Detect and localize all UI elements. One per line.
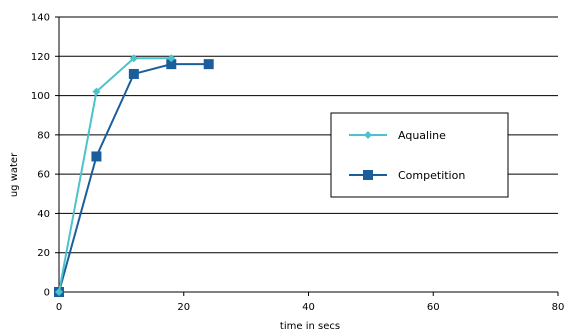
legend-label-competition: Competition	[398, 169, 465, 182]
y-tick-label: 100	[31, 91, 50, 102]
data-point-competition	[128, 68, 139, 79]
y-tick-label: 40	[37, 209, 50, 220]
data-point-aqualine	[129, 54, 138, 63]
y-tick-label: 140	[31, 13, 50, 24]
axes	[55, 16, 559, 296]
legend: Aqualine Competition	[330, 112, 509, 198]
y-tick-label: 80	[37, 130, 50, 141]
x-axis-title: time in secs	[280, 321, 340, 331]
data-point-aqualine	[167, 54, 176, 63]
legend-marker-diamond	[364, 131, 372, 139]
legend-box	[330, 112, 509, 198]
y-tick-labels: 0 20 40 60 80 100 120 140	[31, 13, 50, 299]
legend-item-competition: Competition	[349, 169, 465, 182]
series-line-competition	[58, 63, 209, 293]
y-tick-label: 120	[31, 52, 50, 63]
x-tick-label: 40	[302, 302, 315, 313]
y-tick-label: 60	[37, 170, 50, 181]
x-tick-label: 20	[177, 302, 190, 313]
x-tick-label: 0	[56, 302, 62, 313]
data-point-competition	[166, 59, 177, 70]
x-tick-label: 80	[552, 302, 565, 313]
y-tick-label: 20	[37, 248, 50, 259]
x-tick-labels: 0 20 40 60 80	[56, 302, 565, 313]
x-tick-label: 60	[427, 302, 440, 313]
data-point-competition	[91, 151, 102, 162]
data-point-aqualine	[92, 87, 101, 96]
gridlines	[59, 16, 558, 254]
data-point-aqualine	[55, 288, 63, 296]
y-axis-title: ug water	[9, 152, 20, 197]
data-point-competition	[203, 59, 214, 70]
series-group	[54, 54, 214, 297]
series-line-aqualine	[58, 57, 172, 293]
legend-marker-square	[363, 170, 373, 180]
legend-label-aqualine: Aqualine	[398, 129, 446, 142]
y-tick-label: 0	[44, 288, 50, 299]
legend-item-aqualine: Aqualine	[349, 129, 446, 142]
